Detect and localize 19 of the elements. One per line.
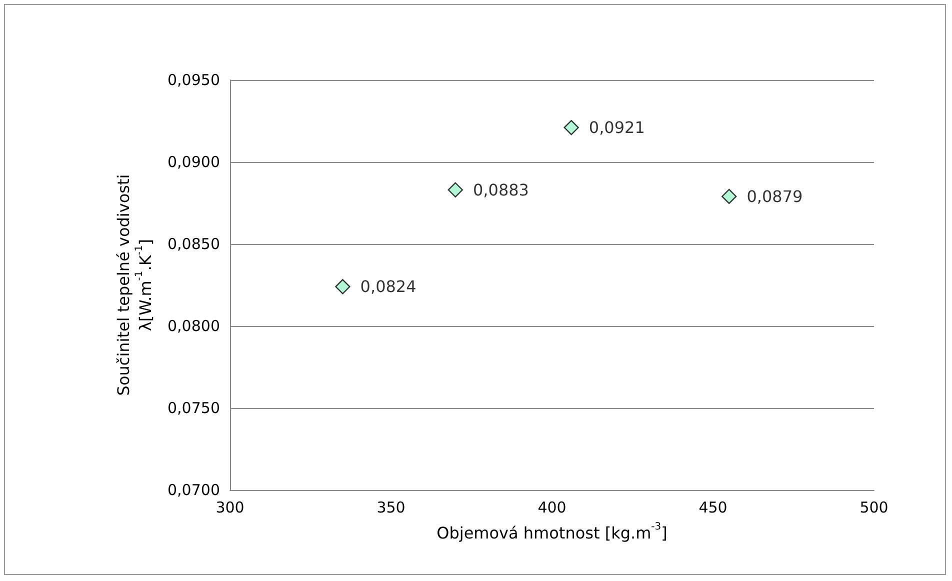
data-label: 0,0883	[473, 180, 529, 200]
y-tick-label: 0,0900	[168, 153, 220, 171]
y-tick-label: 0,0700	[168, 481, 220, 499]
point	[722, 188, 737, 204]
x-tick-label: 300	[216, 498, 244, 516]
x-tick-label: 500	[860, 498, 888, 516]
point	[448, 182, 463, 198]
point	[335, 279, 350, 294]
data-label: 0,0921	[588, 118, 645, 138]
y-tick-label: 0,0750	[168, 399, 220, 417]
y-tick-label: 0,0850	[168, 235, 220, 253]
data-label: 0,0879	[746, 186, 803, 206]
y-tick-label: 0,0950	[168, 71, 220, 89]
x-tick-label: 350	[376, 498, 406, 516]
x-tick-label: 450	[698, 498, 728, 516]
data-label: 0,0824	[360, 277, 416, 296]
x-tick-label: 400	[538, 498, 566, 516]
y-tick-label: 0,0800	[168, 317, 220, 335]
point	[564, 120, 579, 136]
